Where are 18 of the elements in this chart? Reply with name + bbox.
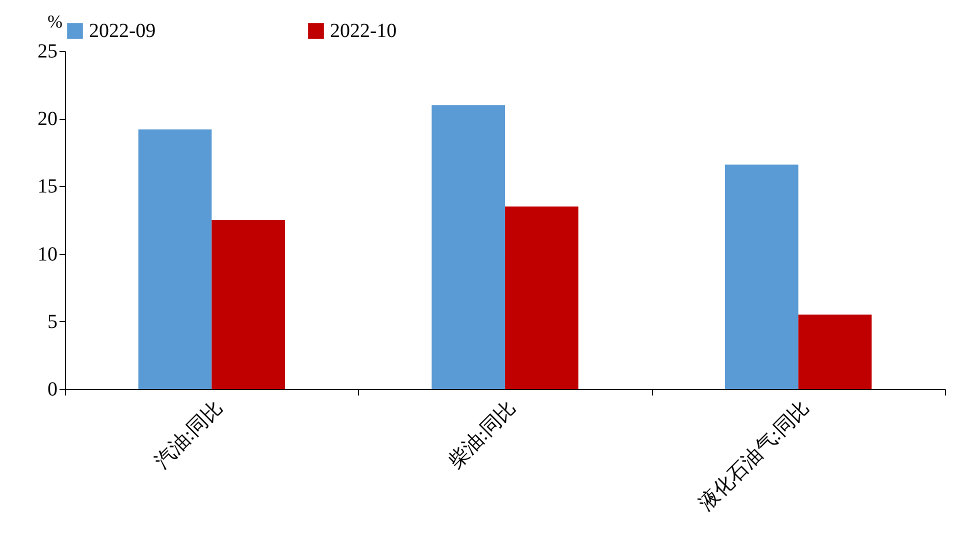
bar	[432, 105, 505, 389]
legend-label: 2022-09	[89, 20, 156, 42]
bar	[138, 129, 212, 389]
legend-label: 2022-10	[330, 20, 397, 42]
y-tick-label: 20	[38, 108, 58, 130]
bar	[505, 206, 578, 389]
y-tick-label: 5	[48, 310, 58, 333]
x-tick-label: 汽油:同比	[150, 396, 228, 473]
y-axis-title: %	[48, 12, 62, 32]
bar	[725, 164, 798, 389]
y-tick-label: 15	[38, 176, 58, 198]
x-tick-label: 液化石油气:同比	[695, 396, 814, 516]
x-tick-label: 柴油:同比	[444, 396, 520, 473]
y-tick-label: 25	[38, 40, 58, 62]
y-tick-label: 0	[48, 378, 58, 400]
bar	[798, 314, 872, 389]
y-tick-label: 10	[38, 243, 58, 266]
bar	[212, 220, 285, 389]
